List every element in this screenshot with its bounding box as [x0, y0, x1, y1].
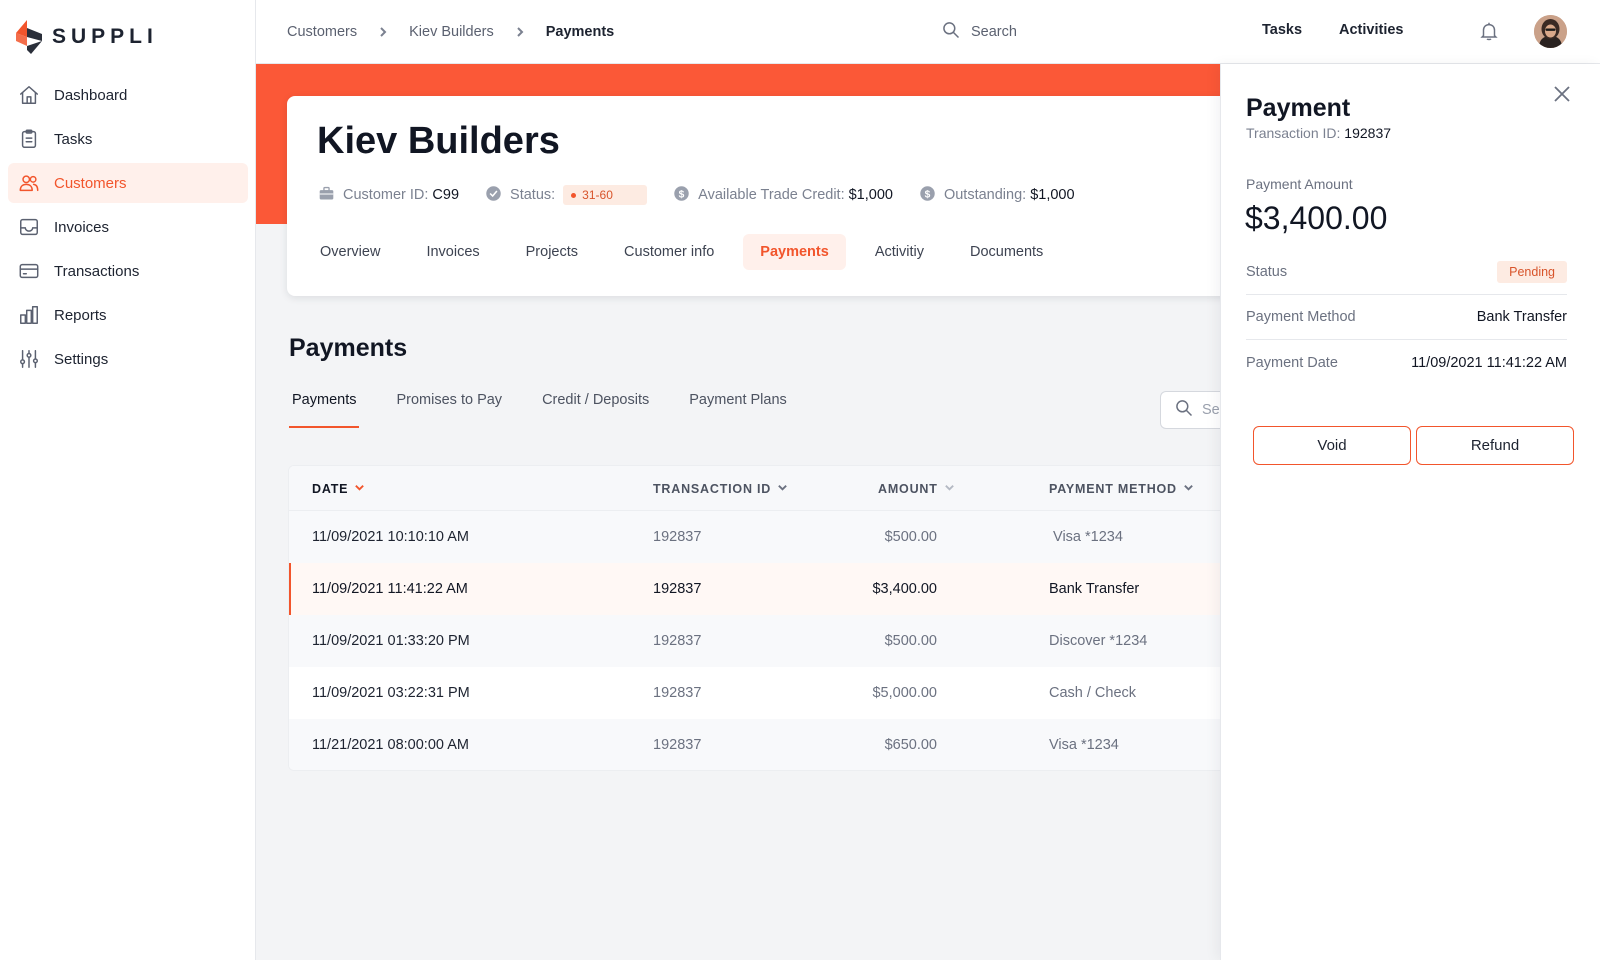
- panel-row-status: Status Pending: [1246, 250, 1567, 295]
- panel-title: Payment: [1246, 94, 1351, 122]
- panel-transaction-id: Transaction ID: 192837: [1246, 125, 1392, 141]
- chevron-down-icon: [944, 482, 955, 496]
- tab-projects[interactable]: Projects: [525, 244, 579, 260]
- payment-amount-value: $3,400.00: [1245, 200, 1388, 236]
- users-icon: [18, 172, 40, 194]
- breadcrumb-item-kiev-builders[interactable]: Kiev Builders: [409, 24, 494, 40]
- sidebar-item-reports[interactable]: Reports: [8, 295, 248, 335]
- close-icon[interactable]: [1552, 84, 1572, 104]
- table-row[interactable]: 11/21/2021 08:00:00 AM 192837 $650.00 Vi…: [289, 719, 1220, 770]
- status-badge: 31-60: [563, 185, 648, 205]
- customer-tabs: Overview Invoices Projects Customer info…: [303, 234, 1060, 270]
- home-icon: [18, 84, 40, 106]
- outstanding: $ Outstanding: $1,000: [919, 185, 1075, 206]
- svg-text:$: $: [679, 189, 685, 200]
- sidebar-nav: Dashboard Tasks Customers Invoices Trans…: [8, 75, 248, 383]
- sidebar: SUPPLI Dashboard Tasks Customers Invoice…: [0, 0, 256, 960]
- inbox-icon: [18, 216, 40, 238]
- search-icon: [1174, 398, 1194, 422]
- tab-payments[interactable]: Payments: [743, 234, 846, 270]
- payments-title: Payments: [289, 334, 408, 362]
- chevron-down-icon: [1183, 482, 1194, 496]
- breadcrumb-item-customers[interactable]: Customers: [287, 24, 358, 40]
- column-header-transaction-id[interactable]: TRANSACTION ID: [653, 466, 788, 511]
- tab-activity[interactable]: Activitiy: [874, 244, 924, 260]
- column-header-payment-method[interactable]: PAYMENT METHOD: [1049, 466, 1194, 511]
- logo[interactable]: SUPPLI: [16, 20, 158, 54]
- table-row[interactable]: 11/09/2021 01:33:20 PM 192837 $500.00 Di…: [289, 615, 1220, 667]
- search-icon: [941, 20, 961, 44]
- panel-row-payment-date: Payment Date 11/09/2021 11:41:22 AM: [1246, 354, 1567, 371]
- check-circle-icon: [485, 185, 510, 206]
- briefcase-icon: [318, 185, 343, 206]
- refund-button[interactable]: Refund: [1416, 426, 1574, 465]
- status-badge: Pending: [1497, 261, 1567, 283]
- dollar-circle-icon: $: [919, 185, 944, 206]
- customer-id: Customer ID: C99: [318, 185, 459, 206]
- sidebar-item-label: Invoices: [54, 218, 110, 236]
- sidebar-item-transactions[interactable]: Transactions: [8, 251, 248, 291]
- avatar[interactable]: [1534, 15, 1567, 48]
- table-header: DATE TRANSACTION ID AMOUNT PAYMENT METHO…: [289, 466, 1220, 511]
- table-row[interactable]: 11/09/2021 03:22:31 PM 192837 $5,000.00 …: [312, 685, 1137, 701]
- tab-documents[interactable]: Documents: [969, 244, 1044, 260]
- customer-name: Kiev Builders: [317, 120, 560, 162]
- search-placeholder: Search: [971, 24, 1017, 40]
- subtab-payment-plans[interactable]: Payment Plans: [689, 392, 787, 408]
- breadcrumb-item-payments: Payments: [545, 24, 615, 40]
- subtab-credit-deposits[interactable]: Credit / Deposits: [542, 392, 650, 408]
- column-header-amount[interactable]: AMOUNT: [878, 466, 955, 511]
- activities-link[interactable]: Activities: [1339, 22, 1404, 38]
- tab-invoices[interactable]: Invoices: [426, 244, 480, 260]
- dollar-circle-icon: $: [673, 185, 698, 206]
- clipboard-icon: [18, 128, 40, 150]
- customer-meta: Customer ID: C99 Status: 31-60 $ Availab…: [318, 184, 1101, 206]
- table-body: 11/09/2021 10:10:10 AM 192837 $500.00 Vi…: [289, 511, 1220, 770]
- svg-text:$: $: [925, 189, 931, 200]
- chevron-right-icon: [514, 26, 526, 38]
- sidebar-item-invoices[interactable]: Invoices: [8, 207, 248, 247]
- tasks-link[interactable]: Tasks: [1262, 22, 1303, 38]
- sidebar-item-dashboard[interactable]: Dashboard: [8, 75, 248, 115]
- available-trade-credit: $ Available Trade Credit: $1,000: [673, 185, 893, 206]
- sidebar-item-tasks[interactable]: Tasks: [8, 119, 248, 159]
- sidebar-item-label: Settings: [54, 350, 109, 368]
- customer-card: Kiev Builders Customer ID: C99 Status: 3…: [287, 96, 1247, 296]
- bell-icon[interactable]: [1478, 20, 1502, 44]
- panel-row-payment-method: Payment Method Bank Transfer: [1246, 295, 1567, 340]
- sliders-icon: [18, 348, 40, 370]
- sidebar-item-customers[interactable]: Customers: [8, 163, 248, 203]
- sidebar-item-label: Reports: [54, 306, 107, 324]
- chevron-right-icon: [377, 26, 389, 38]
- tab-overview[interactable]: Overview: [320, 244, 381, 260]
- global-search[interactable]: Search: [941, 20, 1017, 44]
- payments-table: DATE TRANSACTION ID AMOUNT PAYMENT METHO…: [288, 465, 1220, 771]
- chevron-down-icon: [777, 482, 788, 496]
- sidebar-item-label: Customers: [54, 174, 127, 192]
- customer-status: Status: 31-60: [485, 185, 648, 206]
- payment-detail-panel: Payment Transaction ID: 192837 Payment A…: [1220, 64, 1600, 960]
- subtab-payments[interactable]: Payments: [289, 380, 360, 428]
- void-button[interactable]: Void: [1253, 426, 1411, 465]
- bar-chart-icon: [18, 304, 40, 326]
- topbar: Customers Kiev Builders Payments Search …: [256, 0, 1600, 64]
- subtab-promises-to-pay[interactable]: Promises to Pay: [396, 392, 503, 408]
- payment-amount-label: Payment Amount: [1246, 176, 1353, 192]
- breadcrumb: Customers Kiev Builders Payments: [287, 0, 614, 64]
- sidebar-item-label: Transactions: [54, 262, 140, 280]
- payments-sub-tabs: Payments Promises to Pay Credit / Deposi…: [289, 380, 824, 430]
- table-row[interactable]: 11/09/2021 10:10:10 AM 192837 $500.00 Vi…: [289, 511, 1220, 563]
- sidebar-item-label: Tasks: [54, 130, 93, 148]
- sidebar-item-settings[interactable]: Settings: [8, 339, 248, 379]
- suppli-logo-icon: [16, 20, 42, 54]
- brand-name: SUPPLI: [52, 25, 158, 48]
- sidebar-item-label: Dashboard: [54, 86, 128, 104]
- table-row-selected[interactable]: 11/09/2021 11:41:22 AM 192837 $3,400.00 …: [289, 563, 1220, 615]
- chevron-down-icon: [354, 482, 365, 496]
- credit-card-icon: [18, 260, 40, 282]
- tab-customer-info[interactable]: Customer info: [624, 244, 715, 260]
- column-header-date[interactable]: DATE: [312, 466, 365, 511]
